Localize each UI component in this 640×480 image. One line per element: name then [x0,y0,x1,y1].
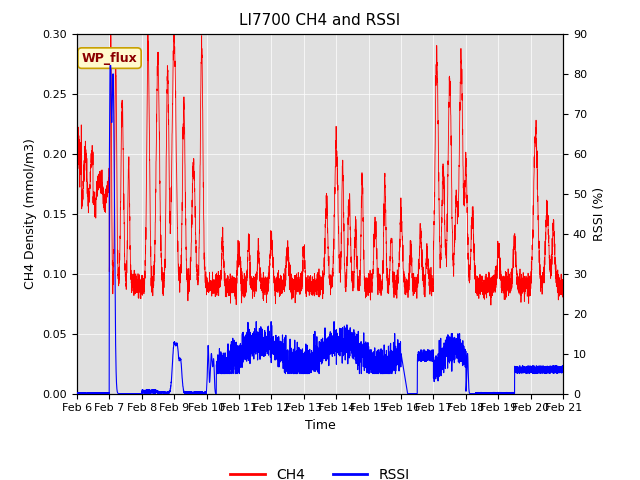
Y-axis label: CH4 Density (mmol/m3): CH4 Density (mmol/m3) [24,138,36,289]
Text: WP_flux: WP_flux [82,51,138,65]
Legend: CH4, RSSI: CH4, RSSI [225,462,415,480]
Y-axis label: RSSI (%): RSSI (%) [593,187,605,240]
Title: LI7700 CH4 and RSSI: LI7700 CH4 and RSSI [239,13,401,28]
X-axis label: Time: Time [305,419,335,432]
